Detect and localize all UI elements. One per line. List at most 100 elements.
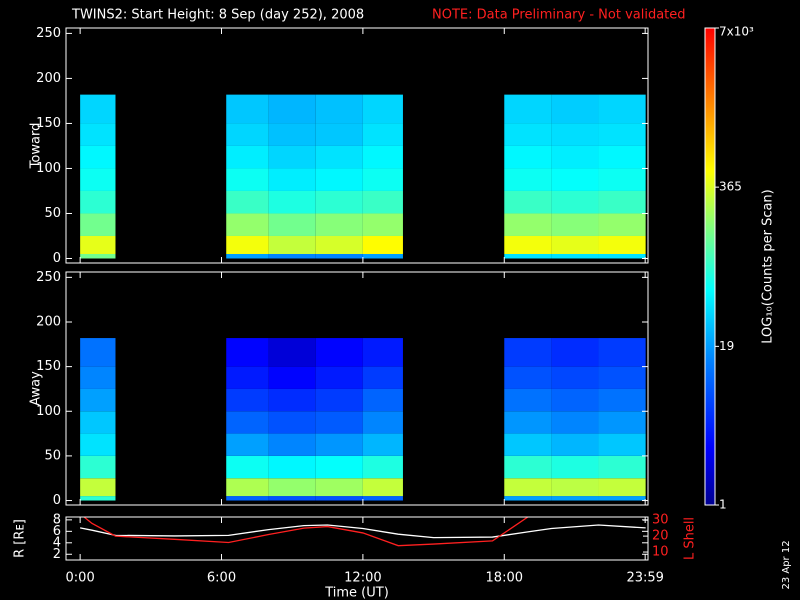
- heat-cell: [315, 145, 363, 169]
- heat-cell: [504, 145, 552, 169]
- heat-cell: [598, 496, 646, 501]
- heat-cell: [551, 190, 599, 214]
- heat-cell: [504, 366, 552, 389]
- heat-cell: [362, 123, 403, 146]
- heat-cell: [362, 478, 403, 497]
- heat-cell: [80, 190, 116, 214]
- heat-cell: [226, 433, 269, 456]
- heat-cell: [226, 388, 269, 412]
- heat-cell: [504, 338, 552, 367]
- heat-cell: [362, 496, 403, 501]
- heat-cell: [226, 190, 269, 214]
- heat-cell: [268, 235, 316, 254]
- heat-cell: [315, 168, 363, 191]
- y-tick-label: 200: [36, 314, 61, 329]
- heat-cell: [226, 366, 269, 389]
- heat-cell: [362, 94, 403, 124]
- heat-cell: [268, 388, 316, 412]
- heat-cell: [268, 190, 316, 214]
- heat-cell: [315, 388, 363, 412]
- heat-cell: [362, 338, 403, 367]
- y2-tick-label: 30: [652, 513, 669, 528]
- heat-cell: [598, 366, 646, 389]
- heat-cell: [226, 123, 269, 146]
- heat-cell: [268, 123, 316, 146]
- heat-cell: [551, 253, 599, 259]
- heat-cell: [315, 455, 363, 479]
- line: [83, 517, 529, 547]
- frame: [65, 271, 649, 506]
- heat-cell: [551, 433, 599, 456]
- heat-cell: [362, 190, 403, 214]
- heat-cell: [315, 478, 363, 497]
- colorbar-tick-label: 19: [719, 339, 734, 353]
- x-tick-label: 12:00: [344, 571, 381, 586]
- y-tick-label: 2: [53, 547, 61, 562]
- heat-cell: [80, 123, 116, 146]
- heat-cell: [80, 235, 116, 254]
- heat-cell: [504, 388, 552, 412]
- heat-cell: [598, 253, 646, 259]
- heat-cell: [362, 411, 403, 434]
- heat-cell: [598, 338, 646, 367]
- heat-cell: [551, 388, 599, 412]
- heat-cell: [268, 213, 316, 236]
- heat-cell: [362, 433, 403, 456]
- heat-cell: [226, 496, 269, 501]
- heat-cell: [551, 94, 599, 124]
- y-tick-label: 250: [36, 270, 61, 285]
- y-tick-label: 8: [53, 512, 61, 527]
- heat-cell: [80, 496, 116, 501]
- heat-cell: [80, 338, 116, 367]
- heat-cell: [80, 213, 116, 236]
- heat-cell: [598, 433, 646, 456]
- heat-cell: [226, 235, 269, 254]
- heat-cell: [315, 213, 363, 236]
- heat-cell: [268, 338, 316, 367]
- y2-tick-label: 10: [652, 545, 669, 560]
- heat-cell: [598, 411, 646, 434]
- heat-cell: [504, 190, 552, 214]
- x-tick-label: 0:00: [66, 571, 95, 586]
- y-axis-label: Toward: [29, 123, 44, 170]
- heat-cell: [362, 168, 403, 191]
- y-tick-label: 100: [36, 404, 61, 419]
- y-tick-label: 150: [36, 359, 61, 374]
- heat-cell: [551, 411, 599, 434]
- heat-cell: [598, 190, 646, 214]
- heat-cell: [80, 455, 116, 479]
- x-tick-label: 23:59: [626, 571, 663, 586]
- heat-cell: [315, 411, 363, 434]
- heat-cell: [268, 253, 316, 259]
- heat-cell: [362, 253, 403, 259]
- heat-cell: [598, 145, 646, 169]
- heat-cell: [362, 366, 403, 389]
- heat-cell: [551, 145, 599, 169]
- heat-cell: [362, 235, 403, 254]
- heat-cell: [226, 338, 269, 367]
- heat-cell: [315, 190, 363, 214]
- heat-cell: [504, 213, 552, 236]
- heat-cell: [362, 145, 403, 169]
- heat-cell: [598, 94, 646, 124]
- heat-cell: [551, 213, 599, 236]
- y-tick-label: 50: [44, 448, 61, 463]
- heat-cell: [80, 411, 116, 434]
- heat-cell: [226, 145, 269, 169]
- heat-cell: [315, 338, 363, 367]
- heat-cell: [504, 455, 552, 479]
- heat-cell: [268, 145, 316, 169]
- heat-cell: [315, 366, 363, 389]
- colorbar: [704, 27, 716, 506]
- colorbar-tick-label: 365: [719, 180, 742, 194]
- heat-cell: [226, 478, 269, 497]
- heat-cell: [268, 94, 316, 124]
- heat-cell: [551, 123, 599, 146]
- y-axis-label: Away: [29, 371, 44, 406]
- heat-cell: [551, 366, 599, 389]
- heat-cell: [80, 366, 116, 389]
- heat-cell: [598, 455, 646, 479]
- frame: [65, 516, 649, 561]
- heat-cell: [226, 455, 269, 479]
